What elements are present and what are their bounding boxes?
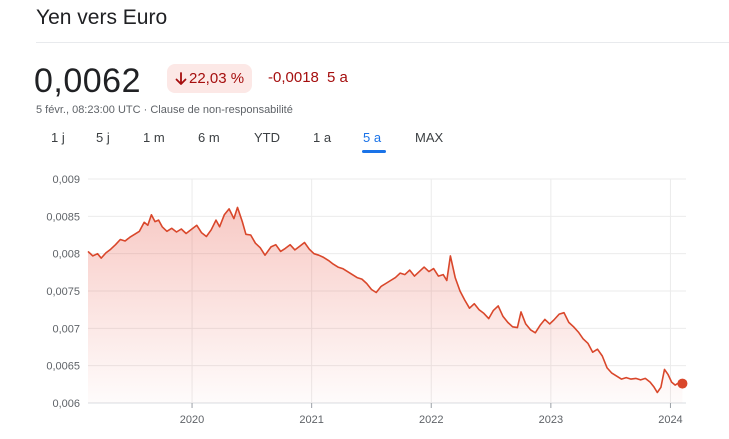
change-percent: 22,03 %: [189, 70, 245, 87]
x-tick-label: 2023: [539, 414, 563, 426]
y-tick-label: 0,0085: [46, 211, 80, 223]
series-line: [87, 206, 683, 394]
y-tick-label: 0,007: [52, 323, 80, 335]
timestamp-disclaimer: 5 févr., 08:23:00 UTC · Clause de non-re…: [36, 104, 293, 116]
tab-6m[interactable]: 6 m: [198, 130, 220, 145]
price-chart[interactable]: 0,009 0,0085 0,008 0,0075 0,007 0,0065 0,006 20…: [0, 160, 729, 439]
y-tick-label: 0,0065: [46, 361, 80, 373]
tab-max[interactable]: MAX: [415, 130, 444, 145]
change-percent-badge: 22,03 %: [167, 64, 253, 93]
tab-1d[interactable]: 1 j: [51, 130, 65, 145]
change-absolute: -0,0018 5 a: [268, 69, 352, 86]
y-tick-label: 0,008: [52, 249, 80, 261]
y-tick-label: 0,0075: [46, 286, 80, 298]
x-tick-label: 2022: [419, 414, 443, 426]
y-tick-label: 0,009: [52, 174, 80, 186]
y-tick-label: 0,006: [52, 398, 80, 410]
arrow-down-icon: [175, 71, 187, 86]
x-tick-label: 2020: [180, 414, 204, 426]
divider: [36, 42, 729, 43]
tab-5y[interactable]: 5 a: [363, 130, 382, 145]
tab-ytd[interactable]: YTD: [254, 130, 280, 145]
current-price: 0,0062: [34, 62, 141, 100]
tab-5d[interactable]: 5 j: [96, 130, 110, 145]
last-point-marker: [677, 378, 688, 389]
x-tick-label: 2021: [299, 414, 323, 426]
series-area: [88, 207, 683, 403]
tab-1m[interactable]: 1 m: [143, 130, 165, 145]
x-tick-label: 2024: [658, 414, 682, 426]
change-abs-value: -0,0018: [268, 69, 319, 86]
active-tab-indicator: [362, 150, 386, 153]
change-period: 5 a: [327, 69, 348, 86]
tab-1y[interactable]: 1 a: [313, 130, 332, 145]
page-title: Yen vers Euro: [36, 6, 168, 29]
